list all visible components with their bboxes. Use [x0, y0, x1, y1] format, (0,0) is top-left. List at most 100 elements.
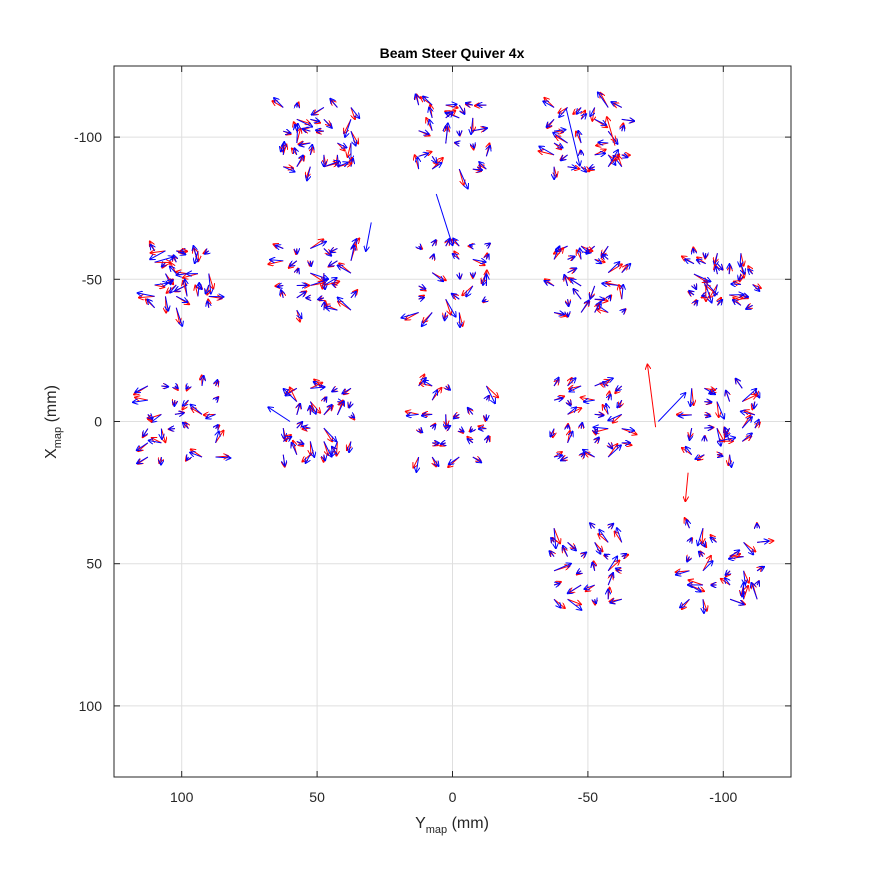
arrow-blue — [316, 130, 324, 131]
arrow-blue — [606, 404, 608, 415]
arrow-blue — [292, 443, 298, 455]
arrow-blue — [133, 400, 148, 402]
arrow-blue — [468, 408, 474, 415]
arrow-red — [445, 299, 451, 314]
arrow-blue — [471, 117, 473, 134]
arrow-blue — [458, 168, 468, 188]
arrow-blue — [550, 428, 554, 437]
arrow-blue — [571, 279, 582, 287]
arrow-blue — [616, 568, 622, 570]
arrow-blue — [704, 415, 710, 416]
arrow-blue — [422, 414, 433, 415]
arrow-blue — [419, 246, 421, 249]
arrow-blue — [621, 429, 634, 431]
arrow-blue — [310, 242, 326, 249]
arrow-blue — [607, 573, 613, 586]
arrow-blue — [726, 391, 730, 402]
y-tick-label: 100 — [79, 698, 103, 714]
arrow-blue — [310, 272, 328, 279]
arrow-blue — [486, 396, 488, 400]
arrow-blue — [568, 400, 571, 405]
arrow-blue — [170, 284, 177, 293]
arrow-blue — [431, 456, 438, 466]
arrow-blue — [473, 273, 474, 277]
arrow-blue — [569, 385, 582, 391]
arrow-red — [729, 295, 743, 298]
arrow-blue — [608, 395, 610, 401]
arrow-blue — [754, 401, 755, 409]
arrow-red — [717, 401, 719, 417]
arrow-blue — [466, 103, 473, 105]
arrow-blue — [622, 309, 625, 312]
arrow-blue — [581, 552, 586, 556]
arrow-blue — [459, 429, 463, 432]
arrow-blue — [605, 555, 608, 557]
arrow-blue — [693, 273, 711, 281]
arrow-blue — [621, 119, 634, 121]
arrow-red — [544, 98, 555, 108]
arrow-blue — [351, 246, 354, 261]
arrow-blue — [689, 291, 694, 295]
arrow-blue — [486, 146, 490, 157]
arrow-blue — [676, 570, 690, 575]
arrow-blue — [741, 433, 752, 442]
arrow-red — [268, 261, 284, 264]
arrow-blue — [581, 423, 582, 429]
arrow-blue — [693, 249, 694, 253]
arrow-blue — [274, 98, 284, 108]
arrow-red — [743, 586, 748, 600]
arrow-blue — [739, 273, 741, 280]
arrow-blue — [165, 296, 168, 310]
arrow-blue — [657, 393, 685, 422]
arrow-blue — [608, 442, 612, 449]
arrow-blue — [161, 386, 168, 387]
arrow-blue — [455, 143, 459, 144]
arrow-blue — [716, 438, 735, 442]
arrow-blue — [741, 263, 744, 274]
arrow-blue — [716, 267, 718, 275]
arrow-blue — [565, 108, 580, 166]
arrow-blue — [470, 245, 473, 246]
arrow-blue — [143, 428, 148, 436]
arrow-blue — [757, 541, 768, 542]
arrow-blue — [608, 413, 622, 420]
arrow-blue — [215, 457, 231, 458]
arrow-blue — [729, 550, 739, 558]
arrow-blue — [332, 447, 338, 455]
arrow-blue — [296, 309, 302, 318]
arrow-blue — [186, 386, 188, 389]
arrow-blue — [741, 411, 756, 414]
arrow-blue — [711, 538, 717, 543]
arrow-blue — [338, 265, 352, 274]
arrow-red — [619, 285, 622, 300]
arrow-blue — [590, 285, 596, 299]
arrow-blue — [148, 414, 152, 418]
arrow-blue — [350, 131, 356, 145]
arrow-blue — [206, 284, 209, 293]
arrow-blue — [607, 557, 617, 572]
arrow-blue — [174, 413, 184, 414]
arrow-blue — [599, 142, 609, 143]
arrow-blue — [431, 390, 437, 401]
arrow-red — [567, 598, 581, 604]
arrow-blue — [472, 456, 481, 462]
arrow-blue — [329, 260, 338, 266]
arrow-blue — [419, 429, 423, 433]
arrow-blue — [216, 380, 218, 387]
arrow-blue — [725, 578, 731, 586]
arrow-blue — [595, 599, 596, 603]
arrow-blue — [716, 428, 721, 446]
arrow-blue — [567, 542, 576, 550]
arrow-blue — [740, 253, 741, 266]
arrow-blue — [446, 386, 450, 390]
arrow-blue — [594, 378, 613, 387]
arrow-blue — [323, 118, 332, 128]
y-tick-label: -100 — [74, 129, 102, 145]
arrow-red — [486, 385, 498, 397]
arrow-blue — [190, 453, 203, 458]
arrow-blue — [296, 422, 302, 429]
arrow-red — [135, 397, 148, 400]
arrow-blue — [175, 307, 182, 326]
x-tick-label: -100 — [709, 789, 737, 805]
